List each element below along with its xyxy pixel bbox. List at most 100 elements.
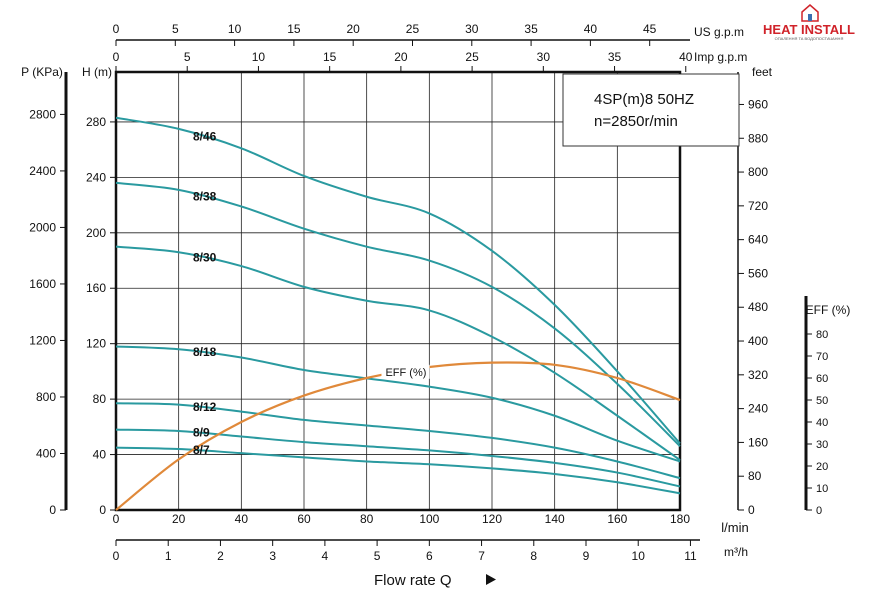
x-tick-label: 20 <box>172 512 186 526</box>
kpa-tick-label: 2800 <box>29 107 56 121</box>
us-gpm-tick-label: 35 <box>524 22 538 36</box>
imp-gpm-tick-label: 35 <box>608 50 622 64</box>
feet-tick-label: 960 <box>748 97 768 111</box>
kpa-tick-label: 800 <box>36 390 56 404</box>
feet-tick-label: 560 <box>748 266 768 280</box>
eff-axis-label: EFF (%) <box>806 303 851 317</box>
x-unit-label: l/min <box>721 520 748 535</box>
feet-tick-label: 720 <box>748 199 768 213</box>
kpa-tick-label: 2000 <box>29 220 56 234</box>
series-label: 8/38 <box>193 189 217 203</box>
curve-8-30 <box>115 245 681 461</box>
curve-8-9 <box>115 428 681 488</box>
feet-tick-label: 400 <box>748 334 768 348</box>
eff-tick-label: 20 <box>816 461 828 473</box>
axes <box>60 39 812 546</box>
kpa-tick-label: 400 <box>36 446 56 460</box>
curve-8-46 <box>115 116 681 445</box>
us-gpm-tick-label: 40 <box>584 22 598 36</box>
curve-8-7 <box>115 446 681 495</box>
eff-label-bg <box>381 364 430 379</box>
series-label: 8/46 <box>193 130 217 144</box>
eff-tick-label: 50 <box>816 395 828 407</box>
curve-8-18 <box>115 345 681 463</box>
chart-title: 4SP(m)8 50HZ <box>594 91 694 108</box>
m3h-tick-label: 3 <box>269 549 276 563</box>
imp-gpm-tick-label: 5 <box>184 50 191 64</box>
m3h-tick-label: 11 <box>684 549 697 563</box>
series-label: 8/12 <box>193 400 217 414</box>
y-tick-label: 40 <box>93 448 107 462</box>
feet-tick-label: 240 <box>748 402 768 416</box>
m3h-tick-label: 1 <box>165 549 172 563</box>
x-tick-label: 80 <box>360 512 374 526</box>
y-tick-label: 80 <box>93 392 107 406</box>
us-gpm-label: US g.p.m <box>694 25 744 39</box>
kpa-tick-label: 1600 <box>29 277 56 291</box>
x-tick-label: 100 <box>419 512 439 526</box>
x-tick-label: 160 <box>607 512 627 526</box>
grid <box>116 72 680 510</box>
imp-gpm-tick-label: 0 <box>113 50 120 64</box>
us-gpm-tick-label: 10 <box>228 22 242 36</box>
series-label: 8/18 <box>193 345 217 359</box>
eff-tick-label: 10 <box>816 483 828 495</box>
y-tick-label: 160 <box>86 281 106 295</box>
m3h-tick-label: 9 <box>583 549 590 563</box>
y-tick-label: 200 <box>86 226 106 240</box>
kpa-tick-label: 2400 <box>29 164 56 178</box>
series-label: 8/30 <box>193 250 217 264</box>
feet-tick-label: 0 <box>748 503 755 517</box>
labels: 0 20 40 60 80 100 120 140 160 180l/min04080120160… <box>21 22 850 563</box>
y-tick-label: 280 <box>86 115 106 129</box>
plot-frame <box>114 70 682 512</box>
x-tick-label: 180 <box>670 512 690 526</box>
y-tick-label: 240 <box>86 170 106 184</box>
us-gpm-tick-label: 25 <box>406 22 420 36</box>
us-gpm-tick-label: 20 <box>347 22 361 36</box>
m3h-tick-label: 5 <box>374 549 381 563</box>
imp-gpm-label: Imp g.p.m <box>694 50 747 64</box>
feet-tick-label: 160 <box>748 435 768 449</box>
imp-gpm-tick-label: 20 <box>394 50 408 64</box>
feet-tick-label: 880 <box>748 131 768 145</box>
us-gpm-tick-label: 0 <box>113 22 120 36</box>
eff-tick-label: 40 <box>816 417 828 429</box>
feet-label: feet <box>752 65 773 79</box>
series-label: 8/7 <box>193 443 210 457</box>
us-gpm-tick-label: 5 <box>172 22 179 36</box>
eff-tick-label: 60 <box>816 373 828 385</box>
kpa-tick-label: 0 <box>49 503 56 517</box>
eff-curve-label: EFF (%) <box>385 367 426 379</box>
curve-8-12 <box>115 402 681 480</box>
m3h-tick-label: 10 <box>632 549 646 563</box>
m3h-tick-label: 6 <box>426 549 433 563</box>
eff-tick-label: 0 <box>816 505 822 517</box>
title-box <box>562 73 740 147</box>
kpa-tick-label: 1200 <box>29 333 56 347</box>
imp-gpm-tick-label: 25 <box>465 50 479 64</box>
imp-gpm-tick-label: 15 <box>323 50 337 64</box>
curve-8-38 <box>115 181 681 447</box>
series-label: 8/9 <box>193 425 210 439</box>
x-tick-label: 60 <box>297 512 311 526</box>
house-icon <box>801 4 819 22</box>
chart-subtitle: n=2850r/min <box>594 113 678 130</box>
feet-tick-label: 80 <box>748 469 762 483</box>
y-tick-label: 0 <box>99 503 106 517</box>
m3h-tick-label: 2 <box>217 549 224 563</box>
arrow-right-icon <box>486 574 496 585</box>
m3h-label: m³/h <box>724 545 748 559</box>
x-tick-label: 0 <box>113 512 120 526</box>
us-gpm-tick-label: 45 <box>643 22 657 36</box>
feet-tick-label: 800 <box>748 165 768 179</box>
y-tick-label: 120 <box>86 337 106 351</box>
logo-text: HEAT INSTALL <box>763 22 855 37</box>
feet-tick-label: 320 <box>748 368 768 382</box>
heat-install-logo: HEAT INSTALL ОПАЛЕННЯ ТА ВОДОПОСТАЧАННЯ <box>754 2 864 42</box>
m3h-tick-label: 4 <box>322 549 329 563</box>
x-tick-label: 120 <box>482 512 502 526</box>
imp-gpm-tick-label: 30 <box>537 50 551 64</box>
x-tick-label: 140 <box>545 512 565 526</box>
